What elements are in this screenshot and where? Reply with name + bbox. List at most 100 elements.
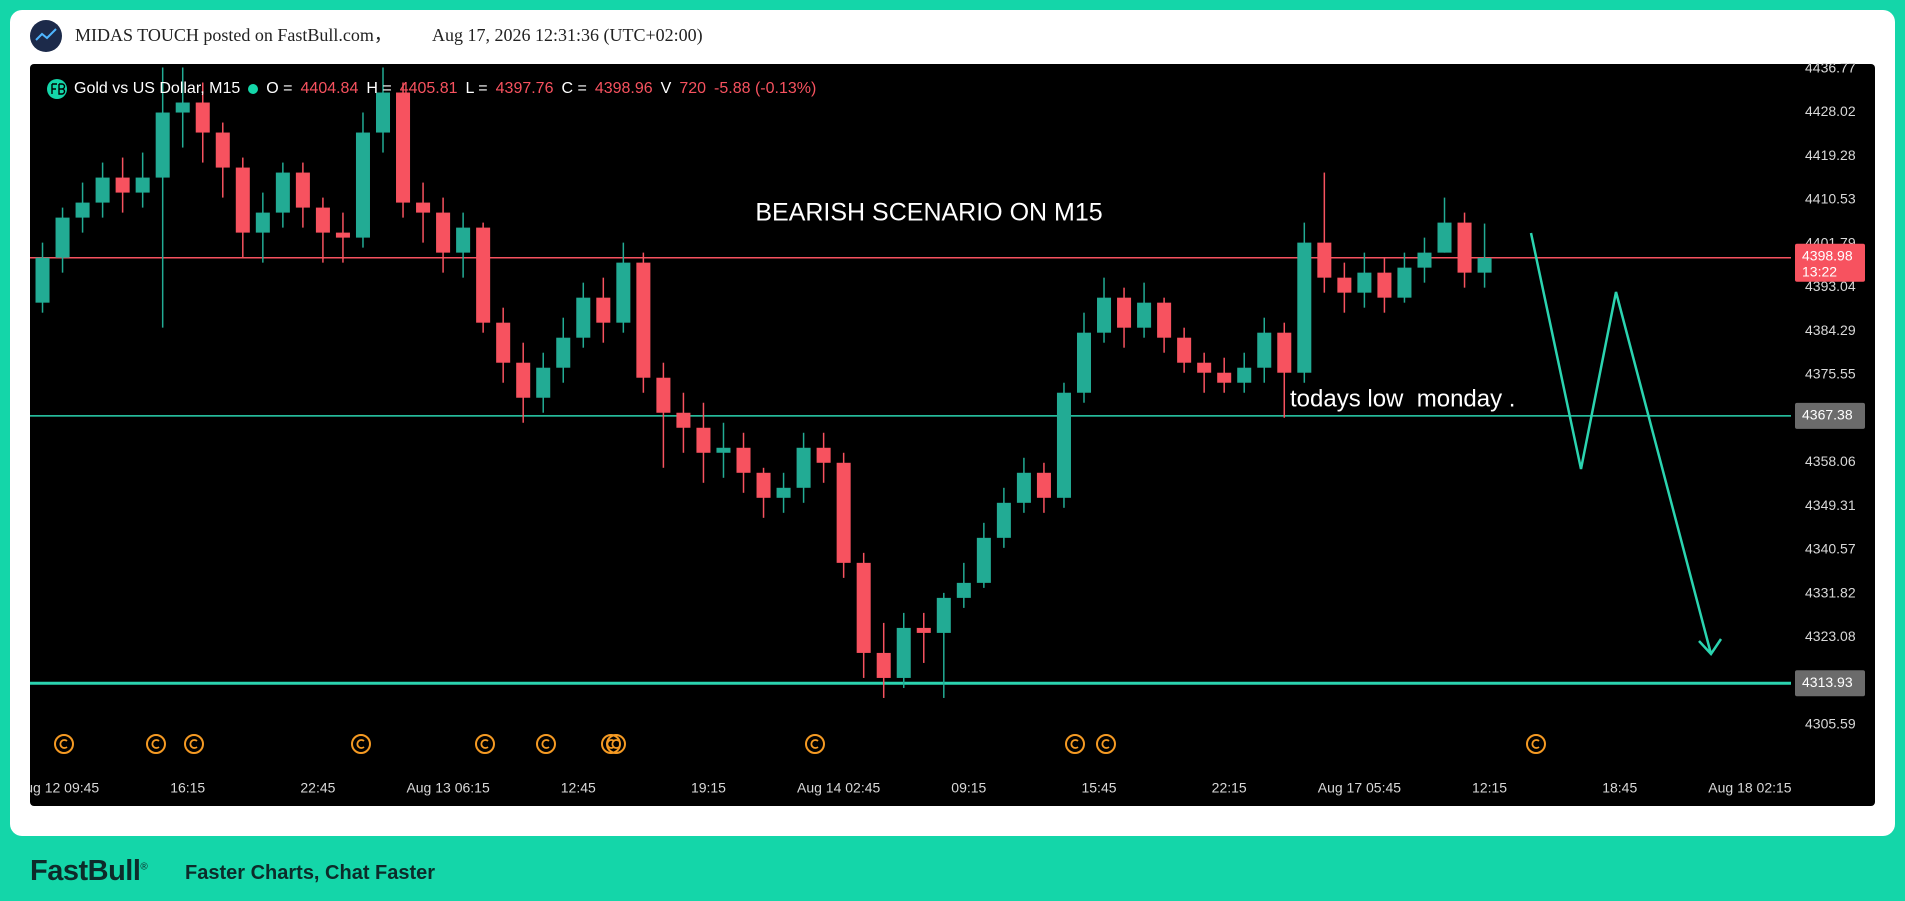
candle-body [115, 177, 130, 193]
candle-body [796, 447, 811, 488]
x-tick-label: 12:45 [561, 780, 596, 796]
legend-value: 4404.84 [300, 80, 359, 97]
candle-body [1157, 302, 1172, 338]
legend-key: V [660, 80, 672, 97]
candle-body [1076, 332, 1092, 393]
candle-body [396, 92, 411, 203]
candle-body [516, 362, 531, 398]
event-icon-glyph [1531, 739, 1540, 749]
candle-body [496, 322, 511, 363]
legend-value: 4405.81 [399, 80, 458, 97]
candle-body [1337, 277, 1352, 293]
candle-body [556, 337, 571, 368]
event-icon [1096, 734, 1116, 754]
y-tick-label: 4384.29 [1805, 322, 1856, 338]
price-badge [1795, 243, 1865, 282]
event-icon-glyph [59, 739, 68, 749]
candle-body [436, 212, 451, 253]
candle-body [956, 582, 971, 598]
countdown: 13:22 [1802, 263, 1837, 279]
candle-body [876, 652, 891, 678]
symbol-icon-mark [51, 83, 66, 95]
annotation: todays low monday . [1290, 385, 1515, 412]
event-icon [805, 734, 825, 754]
candle-body [1397, 267, 1412, 298]
event-icon [184, 734, 204, 754]
event-icon [146, 734, 166, 754]
brand: FastBull [30, 855, 141, 887]
price-badge-label: 4367.38 [1802, 407, 1853, 423]
legend-key: H = [366, 80, 392, 97]
legend: Gold vs US Dollar, M15 O = 4404.84 H = 440… [44, 78, 816, 100]
price-badge-label: 4398.98 [1802, 247, 1853, 263]
candle-body [716, 447, 731, 453]
candle-body [1357, 272, 1372, 293]
y-tick-label: 4419.28 [1805, 147, 1856, 163]
y-tick-label: 4349.31 [1805, 497, 1856, 513]
timestamp: Aug 17, 2026 12:31:36 (UTC+02:00) [432, 25, 703, 46]
event-icon-glyph [356, 739, 365, 749]
annotation: BEARISH SCENARIO ON M15 [755, 199, 1102, 227]
price-badge-label: 4313.93 [1802, 674, 1853, 690]
candle-body [896, 627, 911, 678]
candle-body [1217, 372, 1232, 383]
x-tick-label: 16:15 [170, 780, 205, 796]
event-icon-glyph [151, 739, 160, 749]
candle-body [275, 172, 290, 213]
chart-background [30, 64, 1875, 806]
event-icon-glyph [611, 739, 620, 749]
event-icon [601, 734, 621, 754]
candle-body [756, 472, 771, 498]
candle-body [536, 367, 551, 398]
event-icon-glyph [541, 739, 550, 749]
candle-body [1457, 222, 1472, 273]
event-icon [536, 734, 556, 754]
candle-body [1317, 242, 1332, 278]
brand-mark: ® [140, 861, 148, 873]
symbol: Gold vs US Dollar, M15 [74, 80, 241, 97]
y-tick-label: 4323.08 [1805, 628, 1856, 644]
candle-body [315, 207, 330, 233]
candle-body [696, 427, 711, 453]
candle-body [1097, 297, 1112, 333]
legend-change: -5.88 (-0.13%) [714, 80, 817, 97]
candle-body [295, 172, 310, 208]
y-tick-label: 4393.04 [1805, 278, 1856, 294]
candle-body [776, 487, 791, 498]
candle-body [916, 627, 931, 633]
candle-body [456, 227, 471, 253]
candle-body [416, 202, 431, 213]
candle-body [135, 177, 150, 193]
candle-body [215, 132, 230, 168]
legend-key: C = [561, 80, 587, 97]
x-tick-label: 22:45 [300, 780, 335, 796]
time-axis: Aug 12 09:45 16:15 22:45 Aug 13 06:15 12:45 1… [30, 780, 1791, 796]
price-badge [1795, 670, 1865, 697]
candle-body [636, 262, 651, 378]
event-icon-glyph [1101, 739, 1110, 749]
candle-body [936, 597, 951, 633]
candle-body [616, 262, 631, 323]
y-tick-label: 4358.06 [1805, 453, 1856, 469]
candle-body [1117, 297, 1132, 328]
y-tick-label: 4340.57 [1805, 541, 1856, 557]
candle-body [1016, 472, 1031, 503]
candle-body [1197, 362, 1212, 373]
candle-body [1477, 257, 1492, 273]
y-tick-label: 4436.77 [1805, 59, 1856, 75]
candle-body [996, 502, 1011, 538]
plot-area [30, 67, 1791, 698]
event-icon-glyph [480, 739, 489, 749]
legend-value: 4398.96 [594, 80, 653, 97]
x-tick-label: 15:45 [1081, 780, 1116, 796]
price-badge [1795, 402, 1865, 429]
x-tick-label: Aug 14 02:45 [797, 780, 881, 796]
x-tick-label: Aug 13 06:15 [406, 780, 490, 796]
candle-body [1237, 367, 1252, 383]
candle-body [1056, 392, 1071, 498]
candle-body [1277, 332, 1292, 373]
event-icon-glyph [810, 739, 819, 749]
candle-body [75, 202, 90, 218]
